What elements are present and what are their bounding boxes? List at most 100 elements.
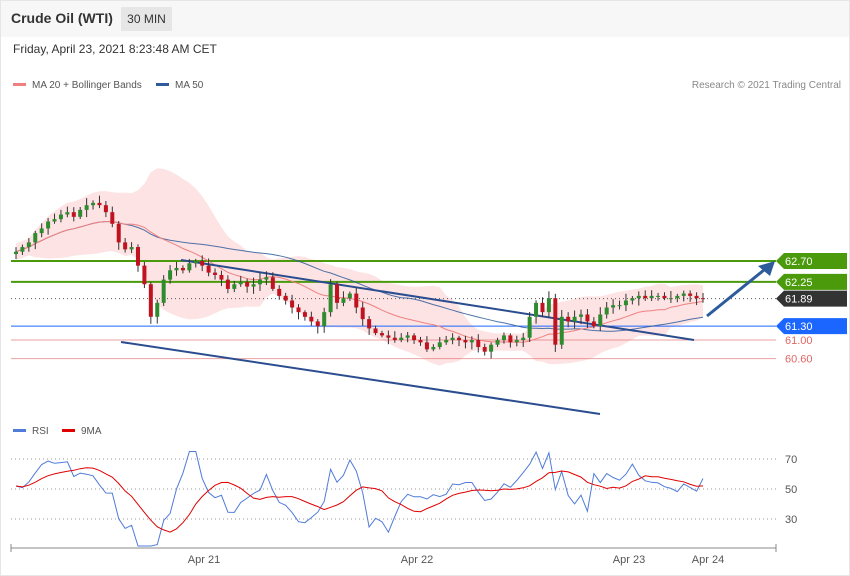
candle-body bbox=[97, 202, 102, 206]
rsi-tick-1: 50 bbox=[785, 484, 797, 496]
candle-body bbox=[78, 209, 83, 217]
candle-body bbox=[444, 340, 449, 343]
candle-body bbox=[668, 298, 673, 300]
ma9-swatch bbox=[62, 428, 75, 432]
candle-body bbox=[579, 314, 584, 317]
candle-body bbox=[437, 342, 442, 348]
candle-body bbox=[399, 337, 404, 341]
candle-body bbox=[463, 340, 468, 343]
candle-body bbox=[412, 335, 417, 341]
x-label-0: Apr 21 bbox=[188, 554, 220, 566]
candle-body bbox=[39, 228, 44, 234]
candle-body bbox=[469, 340, 474, 343]
level-label-2: 61.89 bbox=[785, 294, 813, 306]
candle-body bbox=[604, 307, 609, 315]
timestamp: Friday, April 23, 2021 8:23:48 AM CET bbox=[13, 42, 217, 56]
candle-body bbox=[148, 284, 153, 317]
candle-body bbox=[290, 300, 295, 308]
rsi-swatch bbox=[13, 428, 26, 432]
candle-body bbox=[508, 335, 513, 343]
level-tag-2 bbox=[776, 290, 847, 307]
candle-body bbox=[675, 295, 680, 299]
level-label-5: 60.60 bbox=[785, 354, 813, 366]
candle-body bbox=[373, 328, 378, 334]
candle-body bbox=[200, 261, 205, 266]
candle-body bbox=[180, 267, 185, 271]
candle-body bbox=[245, 281, 250, 287]
candle-body bbox=[193, 261, 198, 264]
candle-body bbox=[52, 219, 57, 222]
candle-body bbox=[219, 274, 224, 280]
candle-body bbox=[135, 247, 140, 266]
candle-body bbox=[161, 279, 166, 303]
candle-body bbox=[155, 302, 160, 317]
candle-body bbox=[489, 344, 494, 352]
candle-body bbox=[566, 316, 571, 322]
level-label-4: 61.00 bbox=[785, 335, 813, 347]
candle-body bbox=[187, 263, 192, 271]
candle-body bbox=[546, 298, 551, 313]
legend-ma50: MA 50 bbox=[156, 80, 203, 91]
interval-button[interactable]: 30 MIN bbox=[121, 7, 172, 31]
level-label-3: 61.30 bbox=[785, 321, 813, 333]
rsi-tick-2: 30 bbox=[785, 514, 797, 526]
rsi-line bbox=[15, 450, 704, 547]
candle-body bbox=[450, 337, 455, 341]
candle-body bbox=[611, 305, 616, 308]
candle-body bbox=[33, 233, 38, 243]
candle-body bbox=[335, 284, 340, 303]
candle-body bbox=[251, 284, 256, 287]
level-tag-3 bbox=[776, 318, 847, 335]
candle-body bbox=[392, 337, 397, 341]
candle-body bbox=[302, 312, 307, 317]
instrument-title: Crude Oil (WTI) bbox=[11, 10, 113, 26]
candle-body bbox=[26, 242, 31, 248]
candle-body bbox=[688, 293, 693, 296]
candle-body bbox=[623, 300, 628, 306]
candle-body bbox=[296, 307, 301, 313]
candle-body bbox=[328, 284, 333, 313]
candle-body bbox=[110, 212, 115, 224]
candle-body bbox=[501, 335, 506, 341]
candle-body bbox=[553, 298, 558, 345]
candle-body bbox=[572, 316, 577, 322]
x-label-1: Apr 22 bbox=[401, 554, 433, 566]
candle-body bbox=[174, 267, 179, 271]
candle-body bbox=[277, 288, 282, 296]
candle-body bbox=[681, 293, 686, 296]
candle-body bbox=[367, 319, 372, 329]
channel-lower bbox=[120, 341, 601, 415]
candle-body bbox=[418, 340, 423, 343]
candle-body bbox=[168, 270, 173, 280]
candle-body bbox=[521, 337, 526, 341]
legend-9ma-label: 9MA bbox=[81, 426, 102, 437]
projection-arrow-head bbox=[758, 261, 775, 276]
candle-body bbox=[662, 295, 667, 299]
candle-body bbox=[643, 295, 648, 299]
candle-body bbox=[232, 284, 237, 289]
candle-body bbox=[14, 251, 18, 255]
candle-body bbox=[649, 295, 654, 299]
rsi-tick-0: 70 bbox=[785, 454, 797, 466]
candle-body bbox=[213, 272, 218, 275]
candle-body bbox=[636, 295, 641, 299]
candle-body bbox=[91, 202, 96, 206]
ma50-swatch bbox=[156, 82, 169, 86]
candle-body bbox=[65, 212, 70, 215]
candle-body bbox=[431, 347, 436, 350]
legend-rsi: RSI bbox=[13, 426, 49, 437]
candle-body bbox=[309, 316, 314, 322]
candle-body bbox=[495, 340, 500, 345]
candle-body bbox=[694, 295, 699, 299]
candle-body bbox=[379, 333, 384, 336]
candle-body bbox=[257, 279, 262, 285]
candle-body bbox=[354, 293, 359, 308]
level-label-1: 62.25 bbox=[785, 277, 813, 289]
candle-body bbox=[58, 214, 63, 220]
level-tag-0 bbox=[776, 253, 847, 269]
level-tag-1 bbox=[776, 273, 847, 290]
legend-9ma: 9MA bbox=[62, 426, 102, 437]
candle-body bbox=[71, 212, 76, 217]
candle-body bbox=[424, 342, 429, 350]
candle-body bbox=[540, 302, 545, 313]
